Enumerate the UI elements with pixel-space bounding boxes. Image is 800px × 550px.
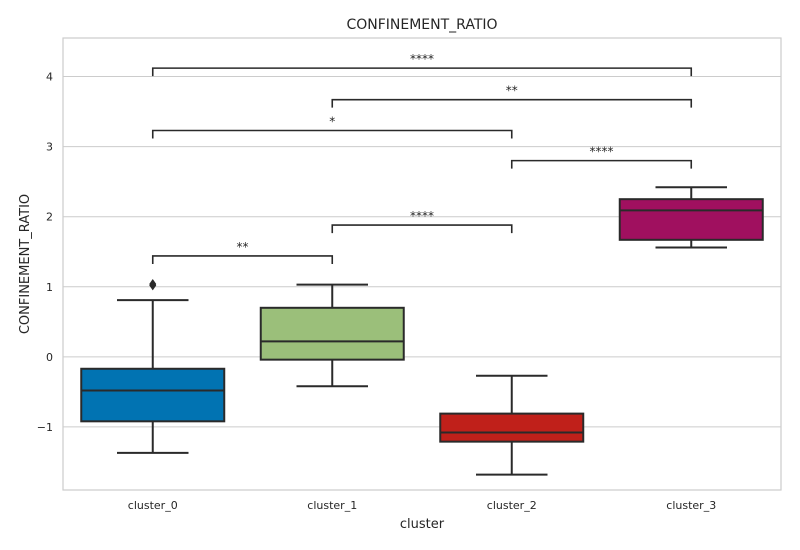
chart-title: CONFINEMENT_RATIO bbox=[346, 17, 497, 33]
box-body bbox=[439, 412, 585, 443]
annotation-bracket bbox=[331, 224, 513, 234]
annotation-bracket bbox=[151, 255, 334, 264]
y-tick-label: −1 bbox=[37, 421, 53, 434]
annotation-bracket bbox=[151, 67, 693, 77]
box-cluster_2 bbox=[439, 374, 585, 476]
gridlines bbox=[63, 76, 781, 428]
outlier-point bbox=[149, 280, 157, 291]
significance-annotations: ***************** bbox=[151, 52, 693, 264]
x-tick-label: cluster_0 bbox=[128, 499, 178, 512]
box-cluster_3 bbox=[618, 186, 764, 249]
box-body bbox=[618, 198, 764, 241]
annotation-label: **** bbox=[410, 209, 434, 223]
annotation-label: **** bbox=[590, 145, 614, 159]
annotation-label: ** bbox=[237, 240, 249, 254]
y-tick-label: 3 bbox=[46, 141, 53, 154]
annotation: ** bbox=[331, 84, 693, 108]
annotation-label: **** bbox=[410, 52, 434, 66]
y-tick-label: 4 bbox=[46, 71, 53, 84]
annotation: **** bbox=[510, 145, 693, 169]
y-tick-label: 2 bbox=[46, 211, 53, 224]
x-tick-label: cluster_1 bbox=[307, 499, 357, 512]
x-tick-label: cluster_2 bbox=[487, 499, 537, 512]
y-axis-label: CONFINEMENT_RATIO bbox=[18, 194, 33, 334]
annotation-bracket bbox=[331, 98, 693, 108]
plot-frame bbox=[62, 37, 782, 491]
annotation-bracket bbox=[510, 159, 693, 169]
boxes bbox=[80, 186, 764, 476]
annotation: **** bbox=[331, 209, 513, 234]
annotation-label: * bbox=[329, 115, 335, 129]
annotation-label: ** bbox=[506, 84, 518, 98]
box-cluster_0 bbox=[80, 278, 226, 454]
box-cluster_1 bbox=[259, 283, 405, 388]
x-tick-labels: cluster_0 cluster_1 cluster_2 cluster_3 bbox=[128, 499, 716, 512]
y-tick-labels: −1 0 1 2 3 4 bbox=[37, 71, 53, 434]
y-tick-label: 0 bbox=[46, 351, 53, 364]
annotation: ** bbox=[151, 240, 334, 264]
x-axis-label: cluster bbox=[400, 517, 445, 532]
x-tick-label: cluster_3 bbox=[666, 499, 716, 512]
y-tick-label: 1 bbox=[46, 281, 53, 294]
annotation: * bbox=[151, 115, 513, 139]
annotation: **** bbox=[151, 52, 693, 77]
box-body bbox=[80, 367, 226, 423]
box-body bbox=[259, 306, 405, 361]
annotation-bracket bbox=[151, 129, 513, 139]
